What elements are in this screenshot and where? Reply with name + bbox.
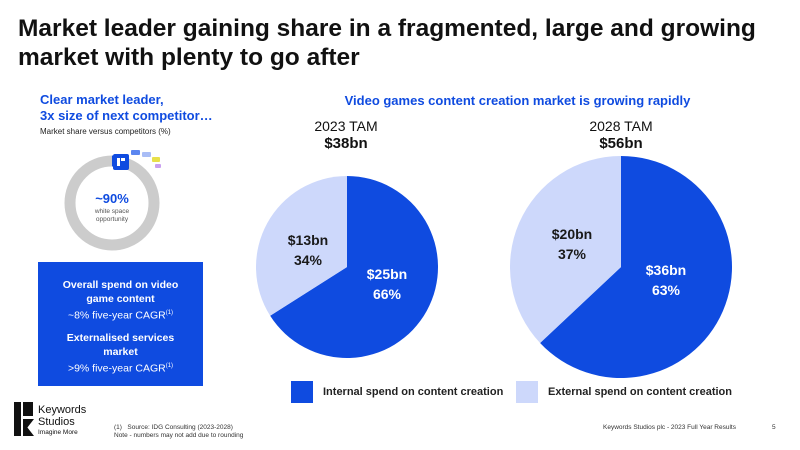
footnote-number: (1) <box>114 424 122 431</box>
pie-chart-2028 <box>510 156 732 378</box>
pie1-total: $38bn <box>324 135 368 152</box>
logo-tagline: Imagine More <box>38 429 78 436</box>
pie-slice-internal <box>540 156 732 378</box>
pie1-external-label: $13bn 34% <box>268 230 348 270</box>
competitor-logo-icons <box>113 150 161 170</box>
pie-slice-internal <box>270 176 438 358</box>
legend-internal-label: Internal spend on content creation <box>323 386 504 398</box>
pie2-internal-percent: 63% <box>651 282 681 298</box>
legend-external-swatch <box>516 381 538 403</box>
pie2-external-label: $20bn 37% <box>532 224 612 264</box>
pie1-internal-percent: 66% <box>372 286 402 302</box>
box-item1-footnote: (1) <box>165 310 174 316</box>
left-panel-heading: Clear market leader, 3x size of next com… <box>40 92 260 124</box>
logo-wordmark: Keywords Studios Imagine More <box>38 404 86 437</box>
page-title: Market leader gaining share in a fragmen… <box>18 15 756 71</box>
footer-document-name: Keywords Studios plc - 2023 Full Year Re… <box>603 424 736 431</box>
pie1-title: 2023 TAM <box>314 118 378 134</box>
pie1-internal-value: $25bn <box>366 266 408 282</box>
pie-slice-external <box>510 156 621 343</box>
pie2-total: $56bn <box>599 135 643 152</box>
pie2-title: 2028 TAM <box>589 118 653 134</box>
keywords-logo-icon <box>113 154 129 170</box>
pie2-internal-value: $36bn <box>645 262 687 278</box>
competitor-icon <box>155 164 161 168</box>
box-item2-title-line2: market <box>103 345 138 358</box>
right-panel-heading: Video games content creation market is g… <box>344 93 691 108</box>
keywords-logo-icon <box>14 402 34 436</box>
competitor-icon <box>131 150 140 155</box>
logo-line1: Keywords <box>38 404 87 416</box>
pie1-external-value: $13bn <box>287 232 329 248</box>
box-item2-detail: >9% five-year CAGR <box>67 362 166 374</box>
box-item2-footnote: (1) <box>165 362 174 369</box>
box-item2-detail-row: >9% five-year CAGR(1) <box>38 359 203 376</box>
pie2-external-value: $20bn <box>551 226 593 242</box>
footnote-source: (1) Source: IDG Consulting (2023-2028) <box>114 424 233 431</box>
pie2-external-percent: 37% <box>557 246 587 262</box>
donut-caption-line1: white space <box>94 208 130 215</box>
legend-external-label: External spend on content creation <box>548 386 732 398</box>
donut-value: ~90% <box>95 191 129 206</box>
pie1-internal-label: $25bn 66% <box>347 264 427 304</box>
legend-internal-swatch <box>291 381 313 403</box>
page-number: 5 <box>772 424 776 431</box>
market-share-donut: ~90% white space opportunity <box>64 150 161 251</box>
donut-caption-line2: opportunity <box>96 216 129 223</box>
logo-line2: Studios <box>38 416 75 428</box>
box-item1-title-line2: game content <box>86 293 155 305</box>
footnote-note: Note - numbers may not add due to roundi… <box>114 432 244 439</box>
box-item1-detail: ~8% five-year CAGR <box>67 309 166 322</box>
pie-slice-external <box>256 176 347 316</box>
competitor-icon <box>142 152 151 157</box>
market-growth-box: Overall spend on video game content ~8% … <box>38 262 203 386</box>
left-heading-line1: Clear market leader, <box>40 92 164 107</box>
left-heading-line2: 3x size of next competitor… <box>40 108 213 123</box>
pie-chart-2023 <box>256 176 438 358</box>
left-panel-subtitle: Market share versus competitors (%) <box>40 127 171 136</box>
box-item2-title-line1: Externalised services <box>66 331 175 344</box>
competitor-icon <box>152 157 160 162</box>
pie1-external-percent: 34% <box>293 252 323 268</box>
box-item1-title-line1: Overall spend on video <box>62 279 179 291</box>
footnote-source-text: Source: IDG Consulting (2023-2028) <box>127 424 233 431</box>
box-item1-detail-row: ~8% five-year CAGR(1) <box>38 306 203 323</box>
pie2-internal-label: $36bn 63% <box>626 260 706 300</box>
